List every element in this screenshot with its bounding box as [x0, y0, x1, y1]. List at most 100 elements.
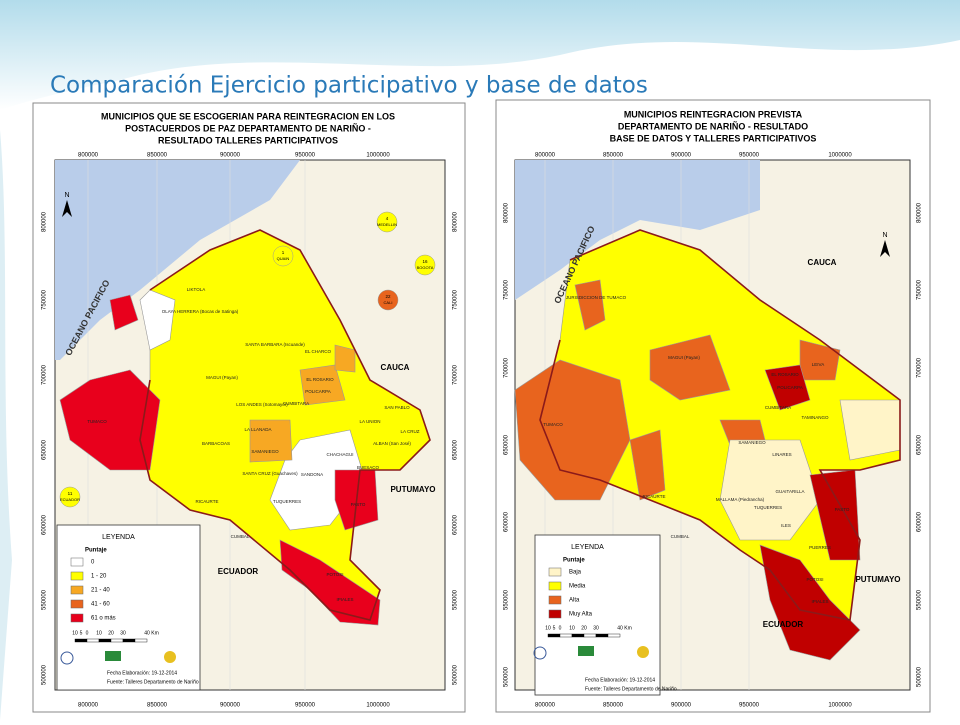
map-title: DEPARTAMENTO DE NARIÑO - RESULTADO — [618, 121, 808, 131]
logo — [60, 651, 74, 665]
municipality-label: TAMINANGO — [802, 415, 829, 420]
legend-label: 21 - 40 — [91, 588, 110, 594]
x-coordinate: 800000 — [78, 703, 99, 709]
logo — [105, 651, 121, 661]
north-arrow — [62, 200, 72, 217]
scale-label: 10 — [96, 630, 102, 636]
bubble-label: ECUADOR — [60, 497, 80, 502]
scale-label: 10 — [545, 625, 551, 631]
x-coordinate: 850000 — [603, 703, 624, 709]
y-coordinate: 700000 — [504, 357, 510, 378]
bubble — [376, 211, 398, 233]
municipality-label: LEIVA — [812, 362, 824, 367]
scale-label: 30 — [120, 630, 126, 636]
legend-swatch — [548, 609, 562, 619]
municipality-label: POLICARPA — [777, 385, 802, 390]
north-arrow — [880, 240, 890, 257]
municipality-area — [719, 439, 821, 541]
x-coordinate: 850000 — [603, 153, 624, 159]
x-coordinate: 900000 — [220, 703, 241, 709]
x-coordinate: 800000 — [535, 153, 556, 159]
municipality-label: LINARES — [772, 452, 791, 457]
region-label: ECUADOR — [763, 620, 804, 629]
scale-bar — [607, 633, 621, 638]
municipality-label: GUAITARILLA — [776, 489, 805, 494]
legend-swatch — [70, 599, 84, 609]
x-coordinate: 950000 — [295, 153, 316, 159]
legend-label: 1 - 20 — [91, 574, 107, 580]
municipality-label: LOS ANDES (Sotomayor) — [236, 402, 288, 407]
map-title: MUNICIPIOS REINTEGRACION PREVISTA — [624, 109, 803, 119]
y-coordinate: 750000 — [504, 279, 510, 300]
scale-label: Km — [151, 630, 159, 636]
region-label: CAUCA — [381, 363, 410, 372]
scale-bar — [571, 633, 585, 638]
region-label: CAUCA — [808, 258, 837, 267]
region-label: ECUADOR — [218, 567, 259, 576]
logo — [637, 646, 649, 658]
legend-label: 41 - 60 — [91, 602, 110, 608]
municipality-label: CUMBITARA — [283, 401, 309, 406]
legend-swatch — [70, 557, 84, 567]
municipality-area — [109, 294, 139, 331]
scale-label: 20 — [581, 625, 587, 631]
municipality-label: CUMBAL — [671, 534, 690, 539]
municipality-area — [764, 364, 811, 411]
municipality-area — [299, 364, 346, 406]
municipality-label: ALBAN (San José) — [373, 441, 411, 446]
municipality-area — [59, 369, 161, 471]
municipality-label: EL ROSARIO — [306, 377, 334, 382]
legend-label: Alta — [569, 598, 580, 604]
y-coordinate: 650000 — [42, 439, 48, 460]
legend-swatch — [70, 571, 84, 581]
department-border — [539, 229, 901, 621]
map-title: BASE DE DATOS Y TALLERES PARTICIPATIVOS — [610, 133, 817, 143]
scale-bar — [134, 638, 148, 643]
municipality-label: CUMBITARA — [765, 405, 791, 410]
map-title: MUNICIPIOS QUE SE ESCOGERIAN PARA REINTE… — [101, 111, 395, 121]
municipality-label: IPIALES — [336, 597, 353, 602]
x-coordinate: 1000000 — [828, 153, 852, 159]
municipality-label: MALLAMA (Piedrancha) — [716, 497, 765, 502]
municipality-label: IPIALES — [811, 599, 828, 604]
scale-bar — [559, 633, 573, 638]
municipality-label: OLAYA HERRERA (Bocas de Satinga) — [162, 309, 239, 314]
municipality-label: EL CHARCO — [305, 349, 332, 354]
municipality-label: SAMANIEGO — [738, 440, 766, 445]
legend-label: 61 o más — [91, 616, 116, 622]
legend-label: Media — [569, 584, 586, 590]
legend-label: 0 — [91, 560, 95, 566]
legend-swatch — [70, 585, 84, 595]
municipality-label: SANTA CRUZ (Guachaves) — [242, 471, 298, 476]
y-coordinate: 500000 — [917, 666, 923, 687]
y-coordinate: 600000 — [453, 514, 459, 535]
ocean — [55, 160, 300, 360]
municipality-area — [334, 344, 356, 373]
y-coordinate: 750000 — [917, 279, 923, 300]
municipality-label: BUESACO — [357, 465, 380, 470]
municipality-label: ILES — [781, 523, 791, 528]
y-coordinate: 700000 — [453, 364, 459, 385]
y-coordinate: 650000 — [453, 439, 459, 460]
bubble-number: 22 — [385, 294, 391, 299]
municipality-area — [629, 429, 666, 501]
bubble-number: 4 — [386, 216, 389, 221]
logo — [533, 646, 547, 660]
municipality-label: RICAURTE — [643, 494, 666, 499]
region-label: PUTUMAYO — [855, 575, 900, 584]
municipality-label: CUMBAL — [231, 534, 250, 539]
municipality-label: POTOSI — [807, 577, 824, 582]
decoration — [0, 130, 12, 720]
y-coordinate: 650000 — [504, 434, 510, 455]
municipality-label: POLICARPA — [305, 389, 330, 394]
y-coordinate: 700000 — [917, 357, 923, 378]
footer-text: Fecha Elaboración: 19-12-2014 — [107, 670, 177, 676]
municipality-label: PUERRES — [809, 545, 831, 550]
footer-text: Fuente: Talleres Departamento de Nariño — [585, 686, 677, 692]
north-label: N — [64, 192, 69, 199]
scale-label: Km — [624, 625, 632, 631]
legend-label: Muy Alta — [569, 612, 593, 618]
logo — [164, 651, 176, 663]
x-coordinate: 900000 — [671, 703, 692, 709]
